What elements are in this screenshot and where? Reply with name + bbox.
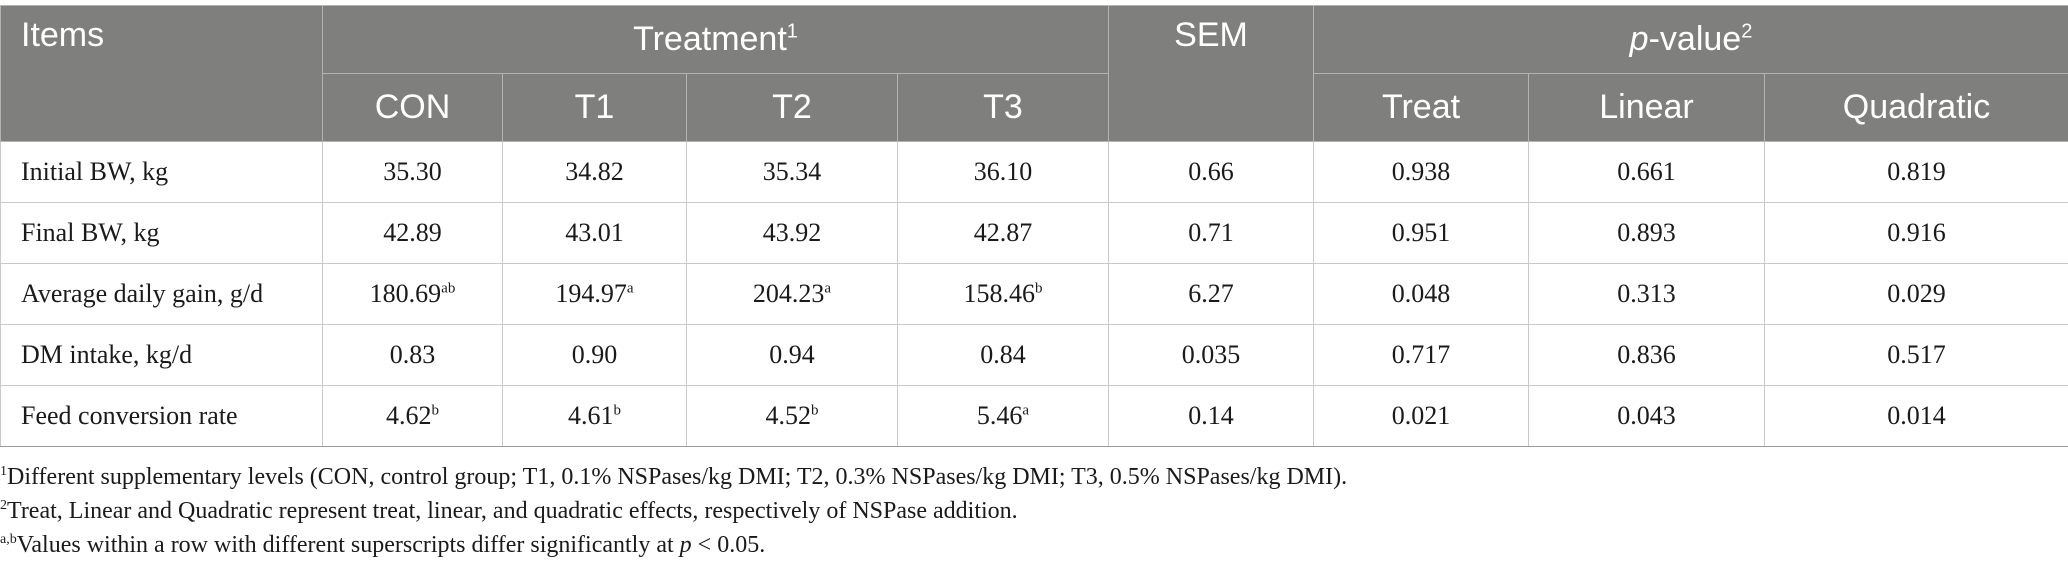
cell-quadratic: 0.014 xyxy=(1764,385,2068,447)
cell-con: 4.62b xyxy=(322,385,503,447)
table-row: DM intake, kg/d 0.83 0.90 0.94 0.84 0.03… xyxy=(0,324,2068,386)
cell-sem: 6.27 xyxy=(1108,263,1314,325)
cell-treat: 0.938 xyxy=(1313,141,1529,203)
header-t1: T1 xyxy=(502,73,687,142)
cell-sem: 0.14 xyxy=(1108,385,1314,447)
table-row: Final BW, kg 42.89 43.01 43.92 42.87 0.7… xyxy=(0,202,2068,264)
cell-linear: 0.893 xyxy=(1528,202,1765,264)
footnote-1: 1Different supplementary levels (CON, co… xyxy=(0,464,1348,490)
cell-t3: 42.87 xyxy=(897,202,1109,264)
row-label: Feed conversion rate xyxy=(0,385,323,447)
cell-quadratic: 0.819 xyxy=(1764,141,2068,203)
header-treat: Treat xyxy=(1313,73,1529,142)
table-row: Feed conversion rate 4.62b 4.61b 4.52b 5… xyxy=(0,385,2068,447)
table-row: Initial BW, kg 35.30 34.82 35.34 36.10 0… xyxy=(0,141,2068,203)
cell-treat: 0.048 xyxy=(1313,263,1529,325)
cell-t3: 36.10 xyxy=(897,141,1109,203)
cell-treat: 0.717 xyxy=(1313,324,1529,386)
header-t3: T3 xyxy=(897,73,1109,142)
cell-t1: 194.97a xyxy=(502,263,687,325)
cell-sem: 0.71 xyxy=(1108,202,1314,264)
header-pvalue: p-value2 xyxy=(1313,5,2068,74)
header-quadratic: Quadratic xyxy=(1764,73,2068,142)
cell-t2: 35.34 xyxy=(686,141,898,203)
cell-linear: 0.313 xyxy=(1528,263,1765,325)
footnotes: 1Different supplementary levels (CON, co… xyxy=(0,455,2068,558)
cell-t1: 0.90 xyxy=(502,324,687,386)
cell-t3: 5.46a xyxy=(897,385,1109,447)
footnote-3: a,bValues within a row with different su… xyxy=(0,532,766,558)
row-label: Initial BW, kg xyxy=(0,141,323,203)
cell-treat: 0.951 xyxy=(1313,202,1529,264)
cell-t3: 158.46b xyxy=(897,263,1109,325)
row-label: Average daily gain, g/d xyxy=(0,263,323,325)
cell-t1: 43.01 xyxy=(502,202,687,264)
cell-t2: 0.94 xyxy=(686,324,898,386)
cell-con: 42.89 xyxy=(322,202,503,264)
cell-con: 0.83 xyxy=(322,324,503,386)
header-con: CON xyxy=(322,73,503,142)
cell-t2: 204.23a xyxy=(686,263,898,325)
header-row-1: Items Treatment1 SEM p-value2 xyxy=(0,5,2068,142)
header-items: Items xyxy=(0,5,323,142)
cell-con: 180.69ab xyxy=(322,263,503,325)
cell-t1: 4.61b xyxy=(502,385,687,447)
header-treatment: Treatment1 xyxy=(322,5,1109,74)
cell-linear: 0.043 xyxy=(1528,385,1765,447)
cell-t2: 43.92 xyxy=(686,202,898,264)
cell-quadratic: 0.517 xyxy=(1764,324,2068,386)
header-row-2: CON T1 T2 T3 Treat Linear Quadratic xyxy=(1,73,2068,142)
header-sem: SEM xyxy=(1108,5,1314,142)
table-row: Average daily gain, g/d 180.69ab 194.97a… xyxy=(0,263,2068,325)
cell-t1: 34.82 xyxy=(502,141,687,203)
cell-treat: 0.021 xyxy=(1313,385,1529,447)
row-label: Final BW, kg xyxy=(0,202,323,264)
cell-quadratic: 0.916 xyxy=(1764,202,2068,264)
cell-sem: 0.66 xyxy=(1108,141,1314,203)
cell-t3: 0.84 xyxy=(897,324,1109,386)
cell-linear: 0.836 xyxy=(1528,324,1765,386)
header-linear: Linear xyxy=(1528,73,1765,142)
cell-sem: 0.035 xyxy=(1108,324,1314,386)
footnote-2: 2Treat, Linear and Quadratic represent t… xyxy=(0,498,1018,524)
cell-t2: 4.52b xyxy=(686,385,898,447)
cell-con: 35.30 xyxy=(322,141,503,203)
row-label: DM intake, kg/d xyxy=(0,324,323,386)
cell-linear: 0.661 xyxy=(1528,141,1765,203)
results-table: Items Treatment1 SEM p-value2 CON T1 T2 … xyxy=(0,5,2068,447)
header-t2: T2 xyxy=(686,73,898,142)
cell-quadratic: 0.029 xyxy=(1764,263,2068,325)
